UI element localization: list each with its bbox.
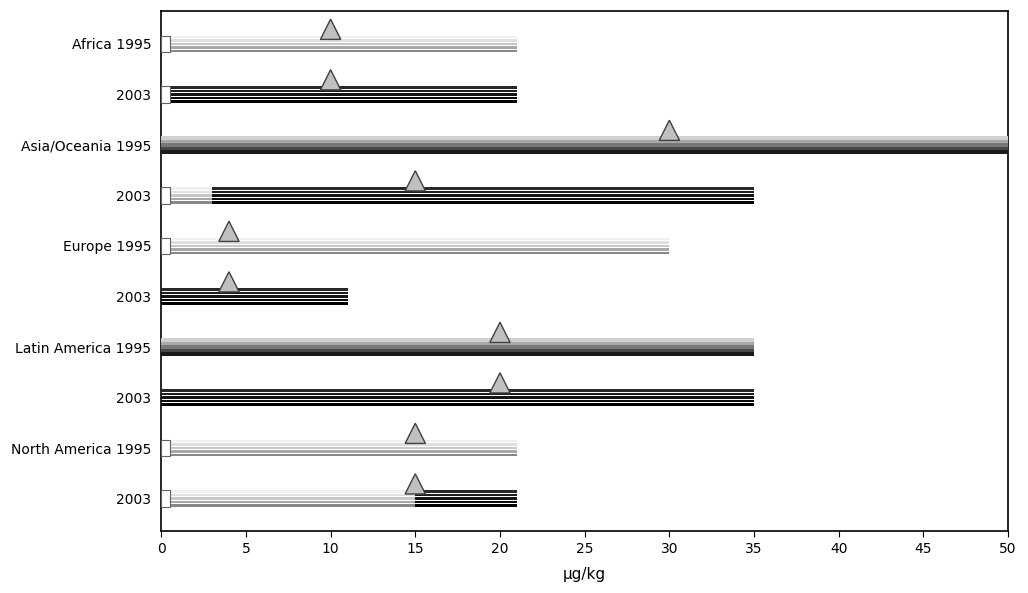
Bar — [161, 36, 517, 38]
Bar — [161, 197, 212, 200]
Bar — [161, 338, 755, 342]
Bar — [161, 345, 755, 349]
Bar — [161, 201, 212, 204]
Bar — [161, 396, 755, 399]
Bar — [161, 443, 517, 446]
Bar — [415, 494, 517, 496]
Bar — [161, 241, 669, 244]
Bar — [161, 36, 170, 52]
Bar — [161, 504, 415, 507]
Bar — [161, 389, 755, 392]
Polygon shape — [405, 171, 426, 191]
Bar — [161, 187, 212, 190]
Bar — [161, 450, 517, 453]
Bar — [161, 494, 415, 496]
Bar — [161, 342, 755, 345]
Bar — [161, 454, 517, 457]
Bar — [161, 50, 517, 52]
Bar — [161, 500, 415, 503]
Polygon shape — [405, 423, 426, 444]
Polygon shape — [489, 322, 510, 342]
Bar — [415, 504, 517, 507]
Bar — [161, 100, 517, 103]
Polygon shape — [219, 272, 240, 292]
Bar — [161, 248, 669, 251]
Bar — [161, 147, 1008, 150]
Bar — [161, 497, 415, 500]
Bar — [161, 299, 347, 301]
Polygon shape — [219, 221, 240, 241]
Polygon shape — [489, 373, 510, 393]
Bar — [161, 490, 415, 493]
Bar — [161, 238, 669, 240]
Bar — [415, 497, 517, 500]
Bar — [161, 403, 755, 406]
Bar — [161, 238, 170, 254]
Bar — [161, 43, 517, 45]
Bar — [161, 187, 170, 204]
Bar — [161, 447, 517, 449]
Polygon shape — [321, 70, 340, 90]
Bar — [161, 302, 347, 305]
Bar — [161, 349, 755, 352]
Bar — [161, 490, 170, 507]
Bar — [161, 90, 517, 93]
Bar — [161, 151, 1008, 154]
Bar — [212, 187, 755, 190]
Bar — [161, 86, 170, 103]
Bar — [161, 39, 517, 42]
Polygon shape — [659, 120, 680, 141]
X-axis label: μg/kg: μg/kg — [563, 567, 607, 582]
Bar — [161, 97, 517, 99]
Bar — [212, 197, 755, 200]
Bar — [161, 393, 755, 396]
Bar — [161, 288, 347, 291]
Bar — [161, 400, 755, 403]
Bar — [161, 190, 212, 193]
Bar — [415, 500, 517, 503]
Bar — [161, 144, 1008, 146]
Bar — [161, 140, 1008, 143]
Bar — [161, 439, 170, 457]
Bar — [161, 439, 517, 442]
Bar — [161, 136, 1008, 139]
Bar — [161, 194, 212, 197]
Bar — [161, 245, 669, 247]
Bar — [415, 490, 517, 493]
Polygon shape — [321, 19, 340, 39]
Bar — [212, 190, 755, 193]
Bar — [161, 93, 517, 95]
Bar — [212, 194, 755, 197]
Bar — [161, 295, 347, 298]
Bar — [161, 292, 347, 294]
Bar — [212, 201, 755, 204]
Bar — [161, 86, 517, 89]
Bar — [161, 352, 755, 356]
Bar — [161, 252, 669, 254]
Polygon shape — [405, 474, 426, 494]
Bar — [161, 46, 517, 49]
